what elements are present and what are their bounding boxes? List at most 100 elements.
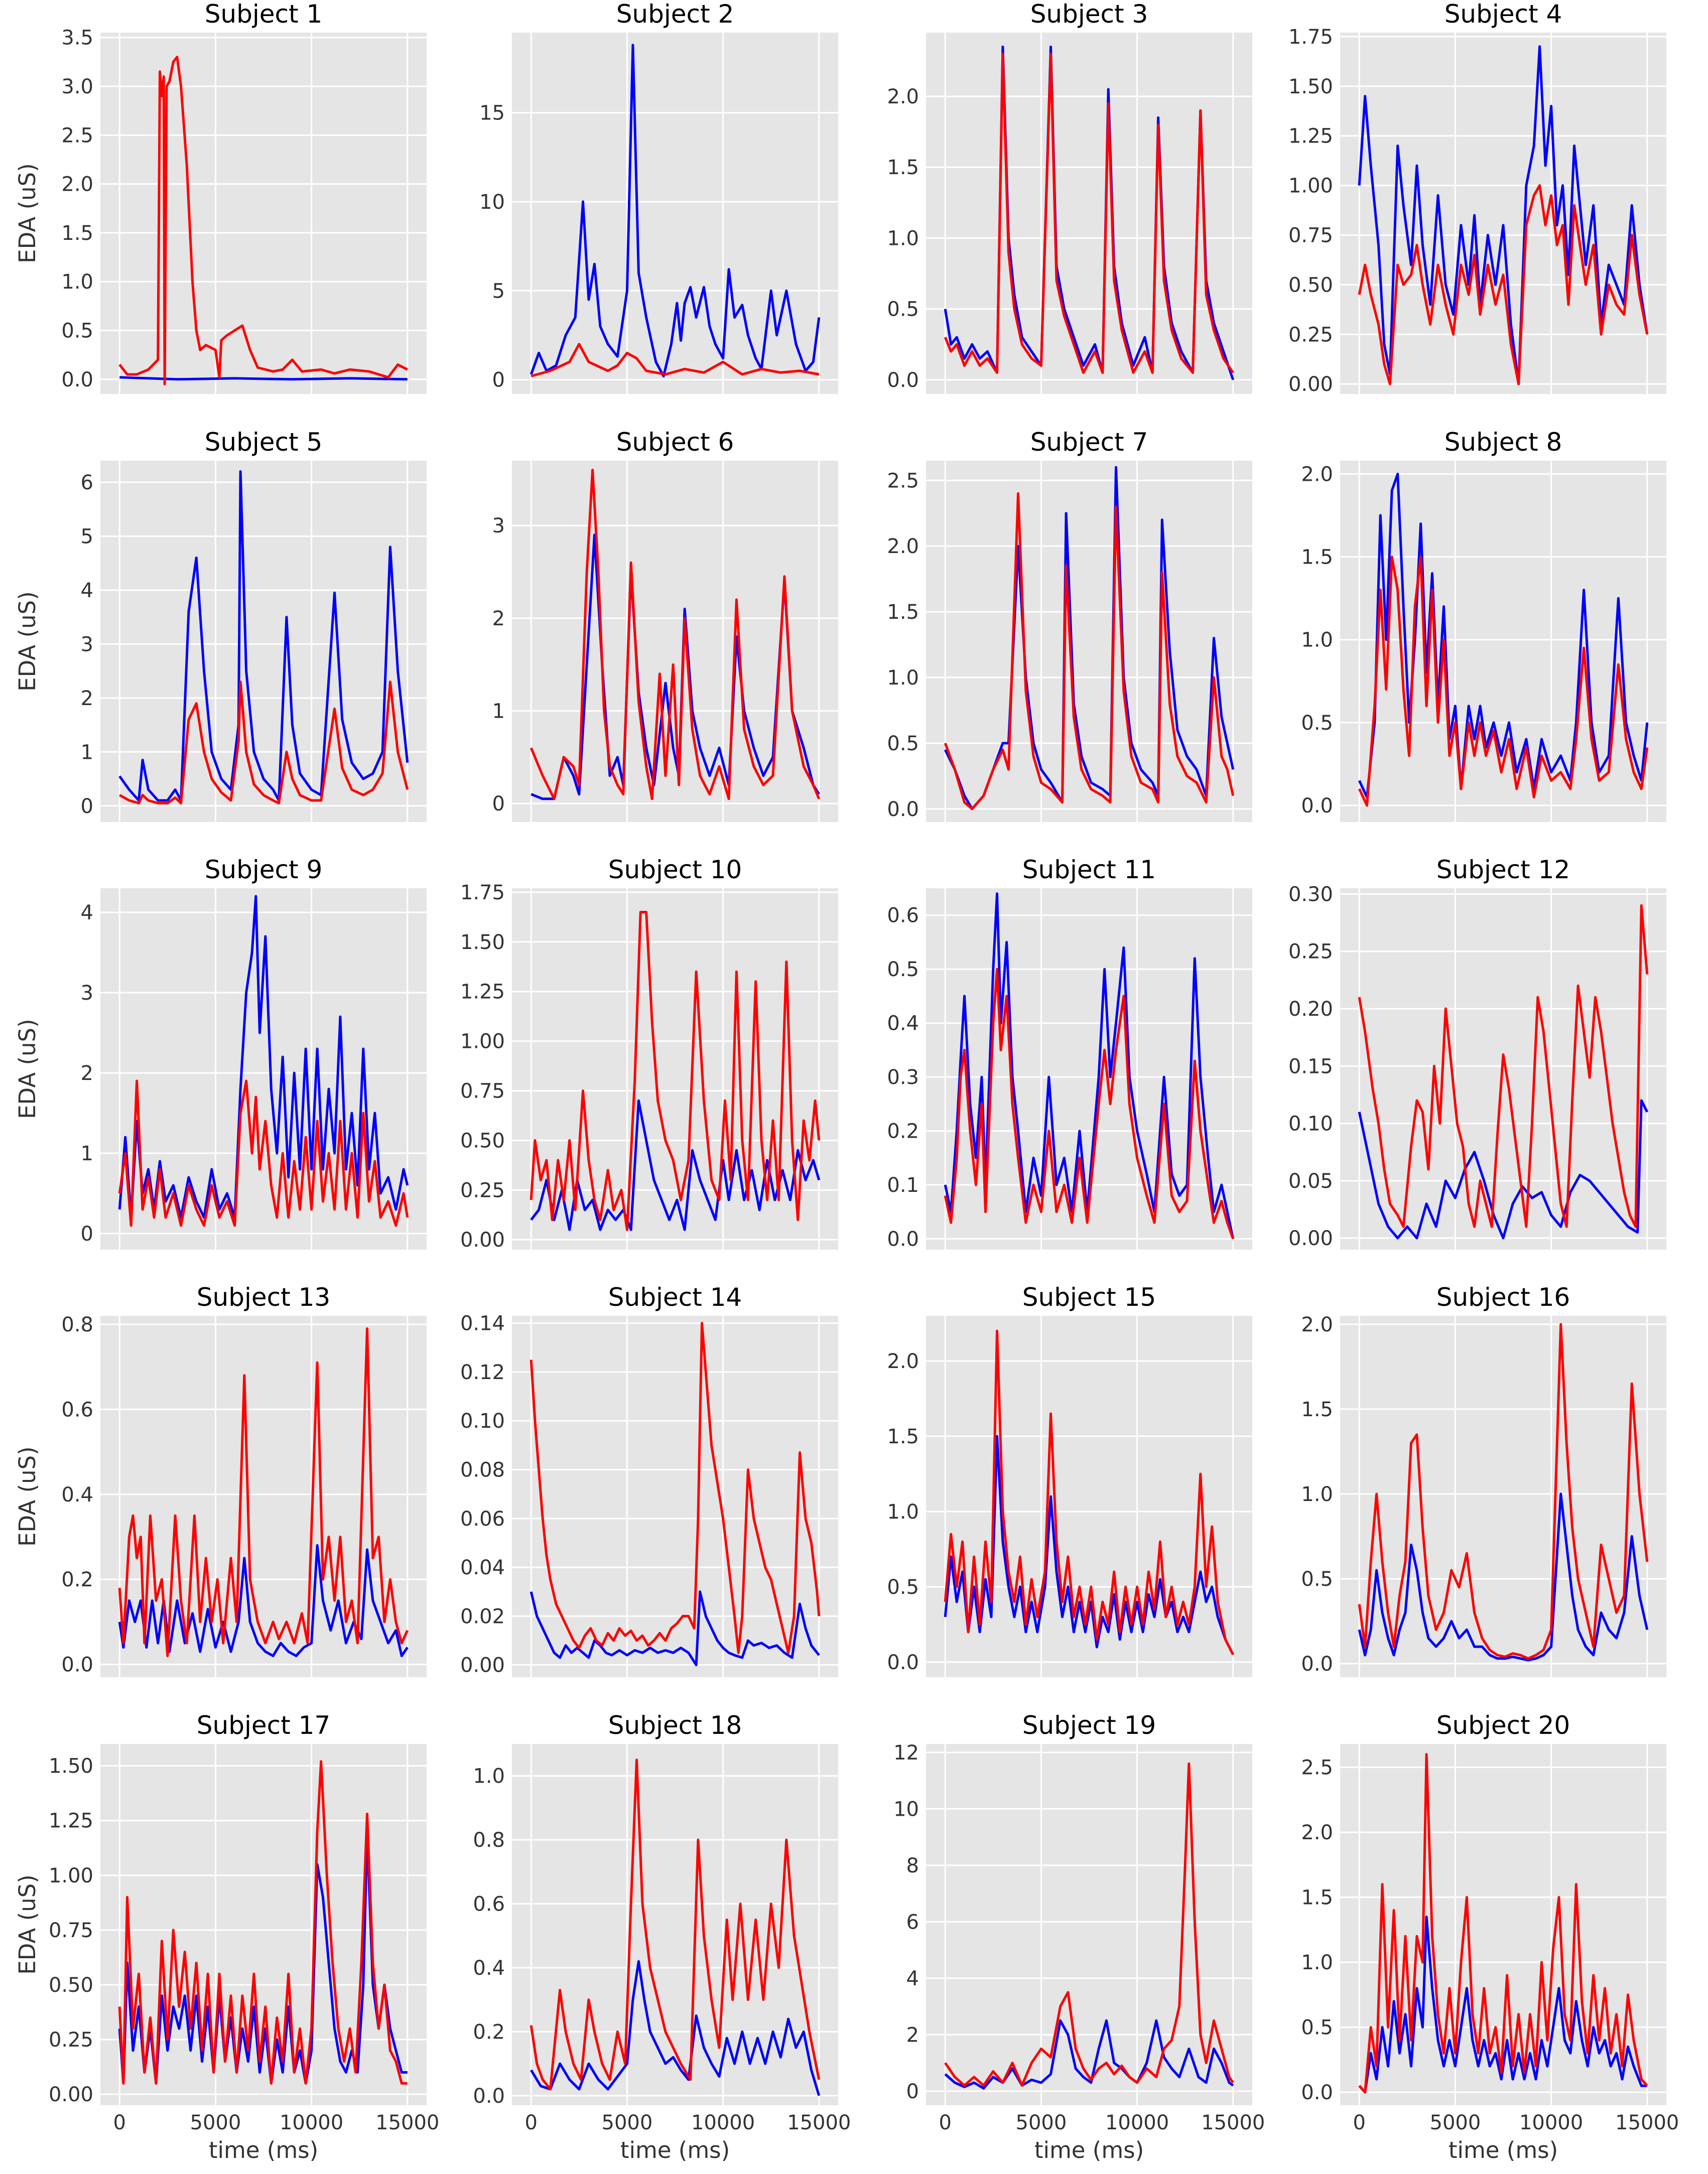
y-tick-label: 0.1	[887, 1174, 919, 1197]
y-tick-label: 5	[492, 280, 505, 303]
y-tick-label: 1.0	[1301, 629, 1333, 652]
y-tick-label: 0.5	[61, 320, 93, 343]
plot-area	[512, 33, 838, 394]
y-tick-label: 1.5	[61, 222, 93, 245]
x-tick-label: 0	[939, 2111, 952, 2134]
y-tick-label: 3	[81, 982, 93, 1005]
y-tick-label: 2	[81, 1062, 93, 1085]
y-tick-label: 0	[492, 369, 505, 392]
y-tick-label: 0.0	[1301, 2081, 1333, 2104]
y-axis-label: EDA (uS)	[14, 1446, 41, 1547]
plot-area	[512, 1316, 838, 1677]
y-tick-label: 2	[492, 607, 505, 630]
series-line-red	[118, 1079, 409, 1227]
subplot-title: Subject 2	[616, 0, 734, 29]
subplot-5: 0 1 2 3 4 5 6 EDA (uS) Subject 5	[14, 428, 427, 822]
x-tick-label: 15000	[1201, 2111, 1265, 2134]
y-tick-label: 10	[479, 191, 505, 214]
y-tick-label: 0.06	[460, 1508, 505, 1531]
y-tick-label: 1.00	[460, 1030, 505, 1053]
y-axis-label: EDA (uS)	[14, 1874, 41, 1975]
y-tick-label: 0.0	[1301, 794, 1333, 818]
y-tick-label: 1.0	[473, 1765, 505, 1788]
y-tick-label: 1.25	[1288, 125, 1333, 148]
subplot-14: 0.00 0.02 0.04 0.06 0.08 0.10 0.12 0.14 Subject …	[460, 1283, 838, 1677]
series-line-red	[530, 469, 821, 800]
y-tick-label: 1.00	[49, 1864, 93, 1887]
y-tick-label: 0.14	[460, 1312, 505, 1335]
series-line-red	[944, 1329, 1235, 1656]
series-line-blue	[530, 1099, 821, 1231]
y-tick-label: 1.5	[1301, 1886, 1333, 1910]
y-tick-label: 0.25	[460, 1179, 505, 1202]
plot-area	[926, 461, 1252, 822]
y-tick-label: 1.50	[1288, 75, 1333, 98]
x-tick-label: 10000	[1105, 2111, 1169, 2134]
x-tick-label: 15000	[1615, 2111, 1679, 2134]
series-line-blue	[1358, 1916, 1647, 2094]
subplot-title: Subject 16	[1436, 1283, 1570, 1312]
y-axis-label: EDA (uS)	[14, 1019, 41, 1119]
x-tick-label: 15000	[787, 2111, 851, 2134]
plot-area	[1340, 1316, 1666, 1677]
y-tick-label: 0.8	[61, 1313, 93, 1336]
subplot-title: Subject 11	[1022, 855, 1156, 884]
y-tick-label: 3.5	[61, 27, 93, 50]
y-tick-label: 0.0	[887, 369, 919, 392]
plot-area	[100, 33, 427, 394]
subplot-title: Subject 3	[1030, 0, 1148, 29]
y-tick-label: 0.00	[460, 1654, 505, 1677]
y-tick-label: 3.0	[61, 75, 93, 98]
y-tick-label: 0.75	[460, 1080, 505, 1103]
y-tick-label: 1.5	[887, 156, 919, 179]
y-tick-label: 0.4	[473, 1957, 505, 1980]
y-tick-label: 0.30	[1288, 883, 1333, 906]
y-tick-label: 0.12	[460, 1361, 505, 1384]
subplot-title: Subject 8	[1444, 428, 1562, 457]
subplot-title: Subject 4	[1444, 0, 1562, 29]
y-tick-label: 0	[906, 2080, 919, 2103]
subplot-19: 0 2 4 6 8 10 12 0 5000 10000 15000 time (ms) Subject…	[893, 1711, 1265, 2163]
series-line-blue	[119, 376, 408, 381]
y-tick-label: 4	[81, 579, 93, 602]
y-tick-label: 0.0	[473, 2085, 505, 2108]
y-tick-label: 1.5	[887, 601, 919, 624]
y-tick-label: 0.6	[473, 1893, 505, 1916]
y-tick-label: 0.00	[460, 1229, 505, 1252]
y-tick-label: 0.5	[887, 958, 919, 981]
series-line-red	[531, 343, 820, 377]
subplot-13: 0.0 0.2 0.4 0.6 0.8 EDA (uS) Subject 13	[14, 1283, 427, 1677]
y-tick-label: 1.0	[1301, 1951, 1333, 1974]
series-line-blue	[531, 533, 820, 800]
y-tick-label: 1.25	[49, 1810, 93, 1833]
y-tick-label: 12	[893, 1741, 919, 1764]
y-tick-label: 1.5	[1301, 546, 1333, 569]
series-line-blue	[1358, 1492, 1649, 1662]
subplot-title: Subject 7	[1030, 428, 1148, 457]
y-tick-label: 2.0	[887, 535, 919, 558]
y-tick-label: 1.75	[1288, 26, 1333, 49]
x-axis-label: time (ms)	[209, 2137, 318, 2163]
subplot-1: 0.0 0.5 1.0 1.5 2.0 2.5 3.0 3.5 EDA (uS) Subject …	[14, 0, 427, 394]
y-tick-label: 0.6	[887, 904, 919, 927]
y-tick-label: 0.0	[887, 1651, 919, 1674]
y-tick-label: 1.25	[460, 981, 505, 1004]
subplot-6: 0 1 2 3 Subject 6	[492, 428, 838, 822]
subplot-8: 0.0 0.5 1.0 1.5 2.0 Subject 8	[1301, 428, 1666, 822]
series-line-red	[118, 681, 409, 804]
subplot-title: Subject 19	[1022, 1711, 1156, 1740]
y-tick-label: 0.75	[49, 1919, 93, 1942]
y-tick-label: 1.0	[887, 1501, 919, 1524]
y-tick-label: 1.0	[887, 666, 919, 690]
y-tick-label: 0.25	[1288, 323, 1333, 346]
y-axis-label: EDA (uS)	[14, 591, 41, 692]
y-tick-label: 1.75	[460, 881, 505, 904]
y-tick-label: 1.0	[61, 270, 93, 294]
y-tick-label: 10	[893, 1798, 919, 1821]
y-tick-label: 0.50	[1288, 274, 1333, 297]
y-tick-label: 0.02	[460, 1605, 505, 1628]
series-line-red	[944, 968, 1235, 1240]
y-tick-label: 0.50	[460, 1129, 505, 1152]
y-tick-label: 2.5	[887, 469, 919, 492]
plot-area	[926, 1744, 1252, 2105]
